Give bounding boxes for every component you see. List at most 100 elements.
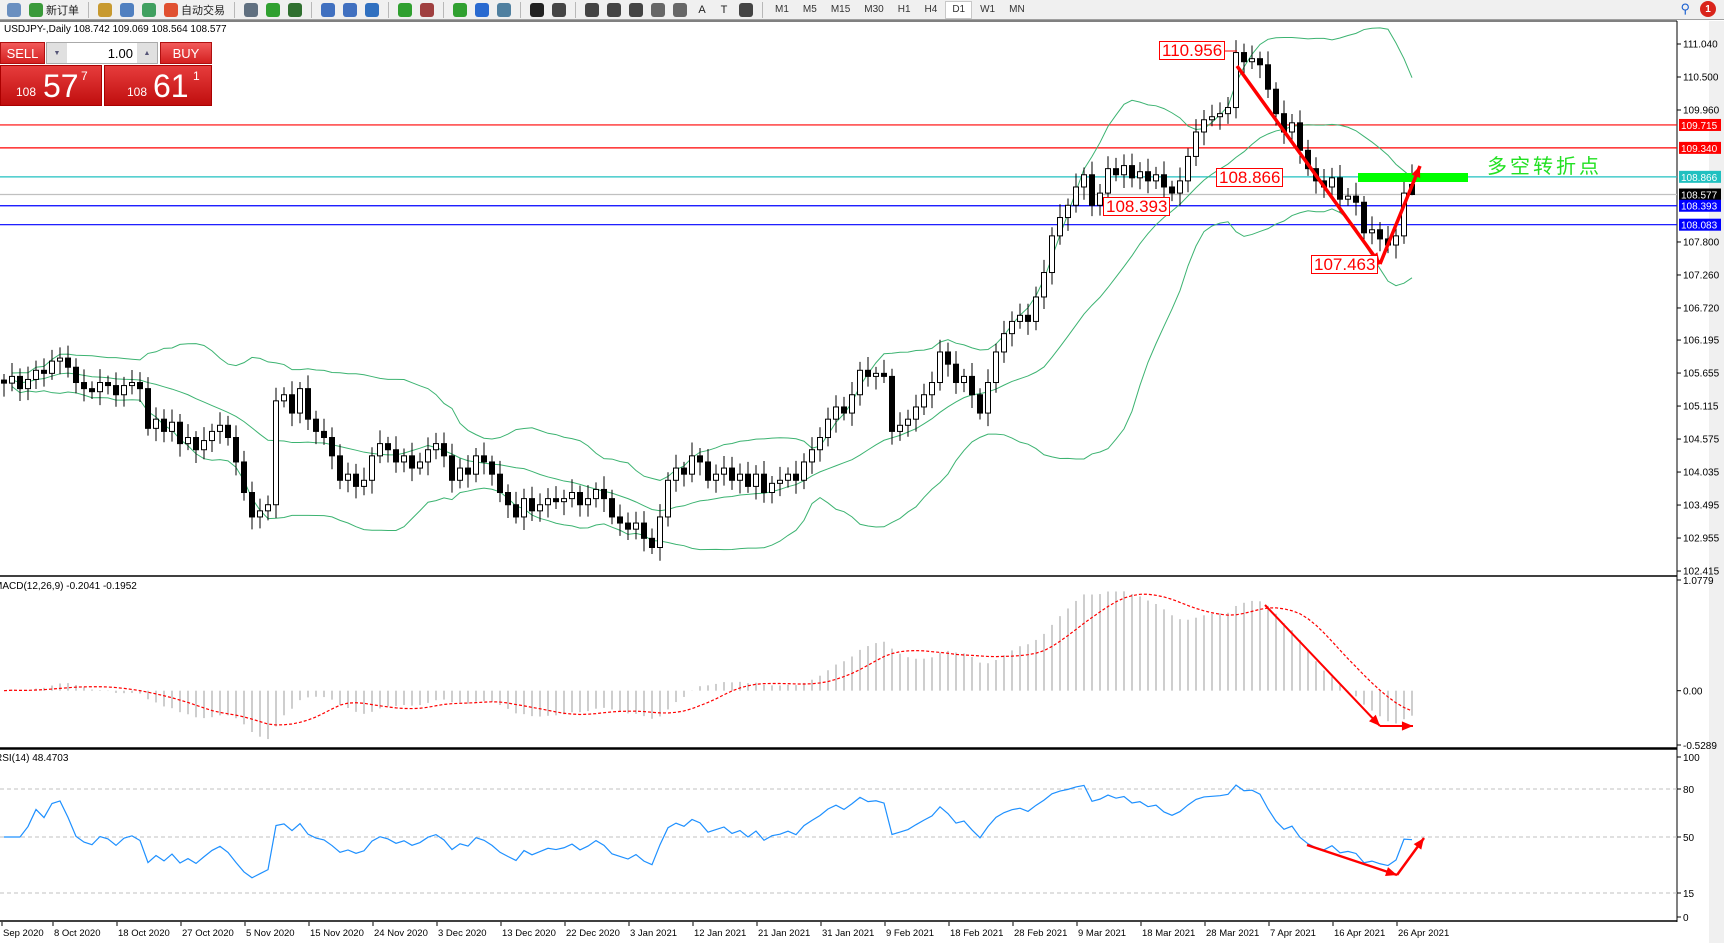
buy-button[interactable]: BUY (160, 42, 212, 64)
candle (1065, 198, 1071, 231)
candle-body (417, 461, 423, 469)
candle (1209, 104, 1215, 127)
high-price-label[interactable]: 110.956 (1159, 41, 1226, 60)
decrease-lot-button[interactable]: ▼ (47, 43, 67, 63)
equidistant-channel-button[interactable] (648, 1, 668, 19)
text-button[interactable]: A (692, 1, 712, 19)
autoscroll-button[interactable] (417, 1, 437, 19)
market-watch-button[interactable] (95, 1, 115, 19)
price-line-label: 108.866 (1681, 173, 1718, 184)
candle-body (1201, 119, 1207, 133)
price-line-label: 109.340 (1681, 144, 1718, 155)
candle-body (1145, 171, 1151, 182)
candle (553, 486, 559, 509)
buy-price[interactable]: 108 61 1 (104, 65, 212, 106)
candle (689, 442, 695, 483)
timeframe-w1[interactable]: W1 (980, 4, 996, 15)
candle (761, 461, 767, 503)
new-order-button[interactable]: 新订单 (26, 1, 82, 19)
trendline-icon (629, 2, 643, 17)
time-label: 18 Mar 2021 (1142, 928, 1195, 939)
lot-size-stepper[interactable]: ▼ 1.00 ▲ (46, 42, 158, 64)
tile-windows-button[interactable] (362, 1, 382, 19)
timeframe-mn[interactable]: MN (1009, 4, 1025, 15)
periods-button[interactable] (472, 1, 492, 19)
macd-down-arrow (1264, 604, 1381, 727)
indicators-button[interactable] (450, 1, 470, 19)
zoom-out-button[interactable] (340, 1, 360, 19)
candle-body (873, 372, 879, 377)
candle-body (65, 357, 71, 368)
history-button[interactable] (117, 1, 137, 19)
chart-shift-button[interactable] (395, 1, 415, 19)
candle (969, 362, 975, 409)
candle (809, 437, 815, 474)
support-price-label[interactable]: 108.393 (1103, 197, 1171, 216)
zoom-in-button[interactable] (318, 1, 338, 19)
bar-chart-button[interactable] (241, 1, 261, 19)
timeframe-d1[interactable]: D1 (945, 0, 973, 19)
zoom-button[interactable] (4, 1, 24, 19)
timeframe-m1[interactable]: M1 (775, 4, 789, 15)
zoom-in-icon (321, 2, 335, 17)
candle (1025, 303, 1031, 335)
price-tick-label: 111.040 (1683, 39, 1718, 50)
mid-price-label[interactable]: 108.866 (1216, 168, 1284, 187)
cursor-button[interactable] (527, 1, 547, 19)
lot-size-input[interactable]: 1.00 (107, 45, 133, 61)
notification-badge[interactable]: 1 (1700, 1, 1716, 17)
time-label: 5 Nov 2020 (246, 928, 295, 939)
candle (433, 432, 439, 460)
toolbar-separator (520, 1, 521, 18)
candle-body (737, 473, 743, 481)
candle-body (953, 363, 959, 384)
candle-body (745, 473, 751, 487)
sell-button[interactable]: SELL (0, 42, 45, 64)
trendline-button[interactable] (626, 1, 646, 19)
candle-body (633, 522, 639, 530)
crosshair-button[interactable] (549, 1, 569, 19)
candlestick-button[interactable] (263, 1, 283, 19)
candle (1153, 166, 1159, 189)
search-icon[interactable]: ⚲ (1680, 1, 1690, 16)
candle-body (1169, 186, 1175, 194)
candle (105, 375, 111, 395)
timeframe-m15[interactable]: M15 (830, 4, 851, 15)
horizontal-line-button[interactable] (604, 1, 624, 19)
candle (569, 479, 575, 508)
candle (1161, 161, 1167, 201)
candle (153, 407, 159, 442)
low-price-label[interactable]: 107.463 (1311, 255, 1379, 274)
candle-body (721, 467, 727, 475)
candle-body (265, 504, 271, 512)
timeframe-h1[interactable]: H1 (897, 4, 911, 15)
candle-body (1033, 296, 1039, 322)
timeframe-h4[interactable]: H4 (924, 4, 938, 15)
arrows-button[interactable] (736, 1, 756, 19)
toolbar-separator (443, 1, 444, 18)
text-label-button[interactable]: T (714, 1, 734, 19)
signals-button[interactable] (139, 1, 159, 19)
templates-button[interactable] (494, 1, 514, 19)
candle (1289, 113, 1295, 141)
candle-body (361, 479, 367, 487)
pivot-point-text[interactable]: 多空转折点 (1487, 154, 1602, 178)
increase-lot-button[interactable]: ▲ (137, 43, 157, 63)
toolbar-separator (575, 1, 576, 18)
price-line-tag (1679, 218, 1721, 231)
candle-body (41, 369, 47, 374)
candle (1185, 148, 1191, 193)
vertical-line-button[interactable] (582, 1, 602, 19)
fibonacci-button[interactable] (670, 1, 690, 19)
timeframe-m5[interactable]: M5 (802, 4, 817, 15)
candle-body (25, 378, 31, 390)
timeframe-m30[interactable]: M30 (864, 4, 884, 15)
auto-trading-button[interactable]: 自动交易 (161, 1, 228, 19)
candle (1193, 119, 1199, 167)
candle (777, 466, 783, 497)
candlestick-icon (266, 2, 280, 17)
auto-trading-icon (164, 2, 178, 17)
sell-price[interactable]: 108 57 7 (0, 65, 102, 106)
line-chart-button[interactable] (285, 1, 305, 19)
